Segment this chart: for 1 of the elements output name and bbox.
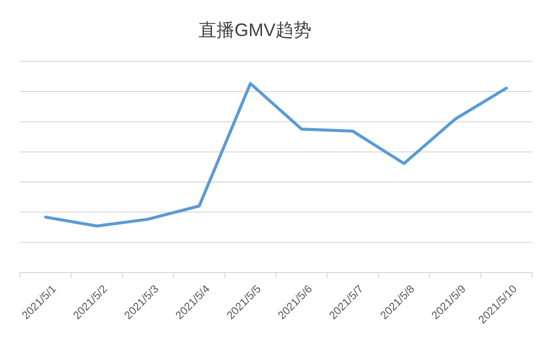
chart-title: 直播GMV趋势 <box>198 20 312 40</box>
